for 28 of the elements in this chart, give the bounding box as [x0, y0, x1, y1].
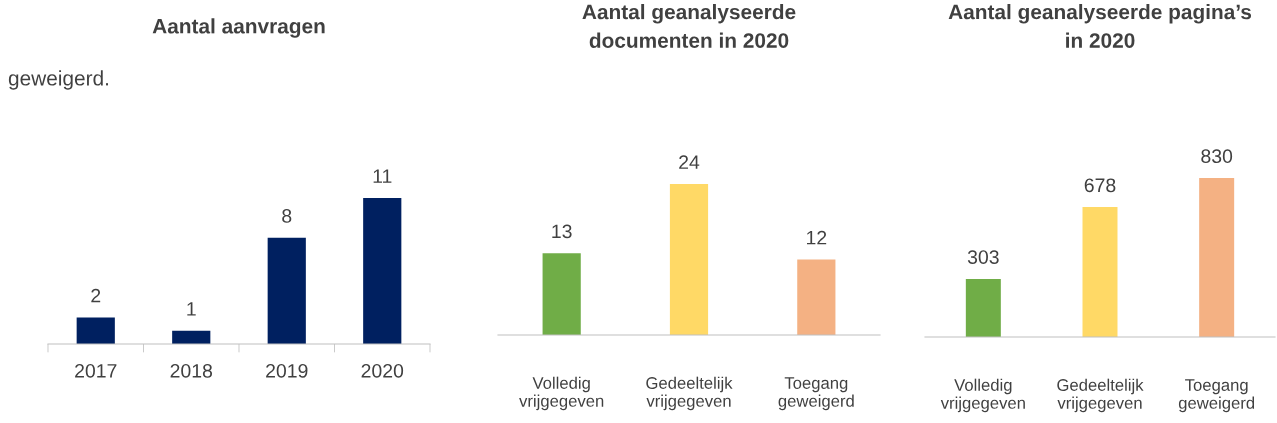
text: geweigerd. — [8, 70, 109, 90]
data-label: 2 — [91, 288, 101, 303]
x-tick-label: 2020 — [361, 363, 404, 378]
x-tick-label: 2018 — [170, 363, 213, 378]
x-tick-label: Gedeeltelijk vrijgegeven — [1057, 378, 1144, 413]
x-tick-label: Volledig vrijgegeven — [519, 376, 604, 411]
chart-title: Aantal geanalyseerde pagina’s in 2020 — [948, 4, 1252, 48]
data-label: 12 — [807, 230, 827, 245]
data-label: 678 — [1084, 178, 1116, 193]
data-label: 1 — [187, 302, 196, 316]
chart-title: Aantal geanalyseerde documenten in 2020 — [582, 4, 796, 48]
data-label: 830 — [1201, 149, 1233, 164]
data-label: 303 — [967, 250, 999, 264]
chart-title: Aantal aanvragen — [152, 18, 325, 38]
x-tick-label: 2019 — [266, 363, 308, 378]
data-label: 13 — [552, 224, 572, 239]
data-label: 11 — [373, 169, 392, 183]
x-tick-label: Volledig vrijgegeven — [940, 378, 1025, 413]
bar — [267, 237, 306, 344]
x-tick-label: 2017 — [75, 363, 117, 378]
bar — [363, 198, 402, 344]
data-label: 24 — [679, 155, 700, 169]
x-tick-label: Toegang geweigerd — [1178, 379, 1255, 413]
bar — [76, 317, 115, 344]
x-tick-label: Toegang geweigerd — [778, 377, 854, 411]
data-label: 8 — [282, 209, 292, 223]
bar — [172, 330, 211, 344]
x-tick-label: Gedeeltelijk vrijgegeven — [646, 376, 733, 411]
